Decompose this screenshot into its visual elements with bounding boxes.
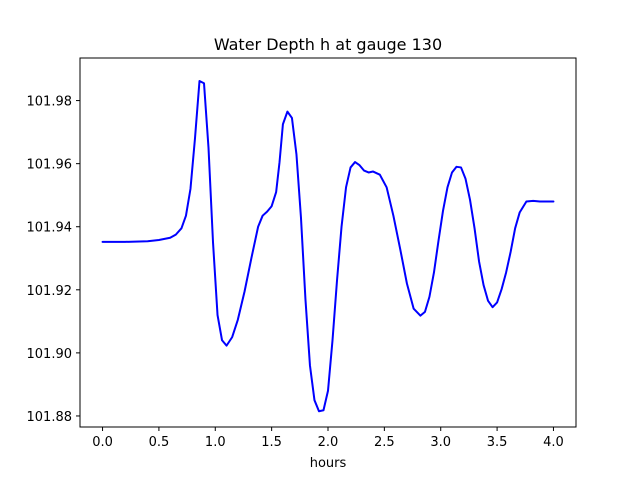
x-axis-label: hours [310,456,347,471]
y-tick-label: 101.98 [27,95,73,110]
y-tick-label: 101.96 [27,158,73,173]
x-tick-label: 4.0 [543,435,564,450]
x-tick-label: 0.5 [149,435,170,450]
x-tick-label: 3.0 [430,435,451,450]
x-tick-label: 3.5 [487,435,508,450]
x-tick-label: 1.5 [261,435,282,450]
x-tick-label: 1.0 [205,435,226,450]
chart-title: Water Depth h at gauge 130 [214,35,442,54]
x-tick-label: 2.0 [318,435,339,450]
y-tick-label: 101.90 [27,347,73,362]
y-tick-label: 101.92 [27,284,73,299]
x-tick-label: 2.5 [374,435,395,450]
plot-area: 0.0 0.5 1.0 1.5 2.0 2.5 3.0 3.5 4.0 101.88 101.90 1… [27,57,577,450]
series-line-0 [101,80,555,413]
y-tick-label: 101.94 [27,221,73,236]
y-tick-label: 101.88 [27,410,73,425]
x-tick-label: 0.0 [92,435,113,450]
